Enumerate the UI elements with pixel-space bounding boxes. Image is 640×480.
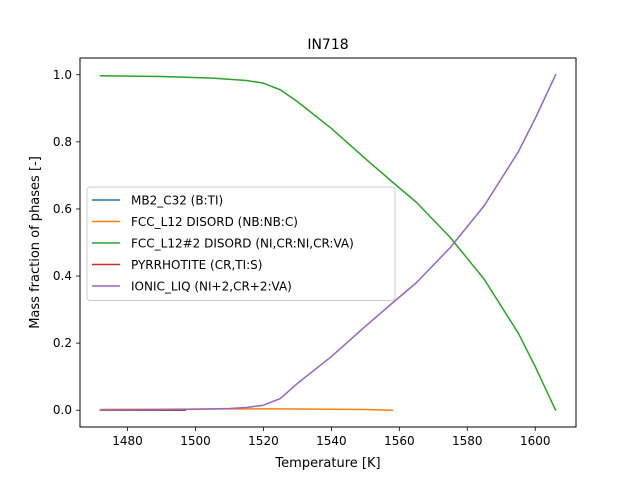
y-tick-label: 0.8: [53, 135, 72, 149]
y-axis: 0.0 0.2 0.4 0.6 0.8 1.0: [53, 68, 80, 417]
x-tick-label: 1520: [248, 434, 279, 448]
series-line-2: [99, 75, 557, 411]
legend-label-2: FCC_L12#2 DISORD (NI,CR:NI,CR:VA): [131, 237, 354, 251]
legend-label-0: MB2_C32 (B:TI): [131, 194, 223, 208]
y-axis-label: Mass fraction of phases [-]: [28, 156, 43, 329]
legend-box: [86, 186, 396, 301]
series-layer: [99, 74, 557, 411]
y-tick-label: 0.6: [53, 202, 72, 216]
x-tick-label: 1540: [316, 434, 347, 448]
y-tick-label: 0.4: [53, 269, 72, 283]
legend-label-4: IONIC_LIQ (NI+2,CR+2:VA): [131, 280, 292, 294]
legend: MB2_C32 (B:TI) FCC_L12 DISORD (NB:NB:C) FC…: [86, 186, 396, 301]
y-tick-label: 0.2: [53, 336, 72, 350]
y-tick-label: 0.0: [53, 403, 72, 417]
plot-area: [79, 57, 577, 428]
x-tick-label: 1600: [520, 434, 551, 448]
x-tick-label: 1560: [384, 434, 415, 448]
chart-title: IN718: [307, 37, 348, 53]
x-tick-label: 1580: [452, 434, 483, 448]
x-axis-label: Temperature [K]: [274, 456, 380, 471]
series-line-4: [99, 74, 557, 411]
legend-label-1: FCC_L12 DISORD (NB:NB:C): [131, 215, 298, 229]
y-tick-label: 1.0: [53, 68, 72, 82]
legend-label-3: PYRRHOTITE (CR,TI:S): [131, 258, 262, 272]
x-axis: 1480 1500 1520 1540 1560 1580 1600: [112, 427, 551, 448]
axes-frame: [79, 57, 577, 428]
x-tick-label: 1480: [112, 434, 143, 448]
x-tick-label: 1500: [180, 434, 211, 448]
